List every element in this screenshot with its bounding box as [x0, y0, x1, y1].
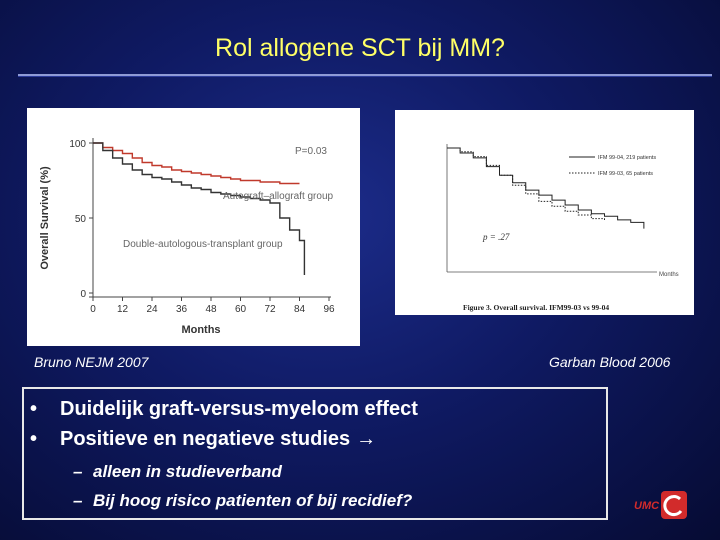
survival-curve-ifm-99-03 — [447, 147, 605, 222]
y-tick-label: 100 — [69, 139, 86, 150]
sub-bullet-item: – Bij hoog risico patienten of bij recidi… — [73, 488, 412, 517]
bullet-dot: • — [30, 428, 38, 450]
slide-title: Rol allogene SCT bij MM? — [215, 34, 505, 62]
x-tick-label: 60 — [235, 304, 247, 315]
series-label: Autograft–allograft group — [223, 191, 334, 202]
x-tick-label: 36 — [176, 304, 188, 315]
survival-curve-double-autologous — [93, 142, 306, 275]
citation-left: Bruno NEJM 2007 — [34, 354, 149, 370]
sub-bullet-text: alleen in studieverband — [93, 462, 282, 481]
sub-bullet-text: Bij hoog risico patienten of bij recidie… — [93, 491, 413, 510]
series-label: Double-autologous-transplant group — [123, 239, 283, 250]
x-axis-label: Months — [181, 324, 220, 336]
bullet-list: • Duidelijk graft-versus-myeloom effect •… — [30, 396, 418, 456]
bullet-dot: • — [30, 398, 38, 420]
x-tick-label: 96 — [323, 304, 335, 315]
legend-label: IFM 99-04, 219 patients — [598, 155, 656, 161]
umc-logo-icon: UMC — [634, 491, 687, 519]
sub-bullet-item: – alleen in studieverband — [73, 459, 412, 488]
x-tick-label: 24 — [146, 304, 158, 315]
arrow-right-icon: → — [356, 428, 377, 450]
x-tick-label: 84 — [294, 304, 306, 315]
x-axis-label: Months — [659, 272, 679, 278]
bullet-text: Positieve en negatieve studies — [60, 428, 351, 450]
y-axis-label: Overall Survival (%) — [39, 166, 51, 270]
survival-figure-left: 0 50 100 0 12 24 36 48 60 72 84 96 Months Overall Sur… — [27, 108, 360, 346]
legend-label: IFM 99-03, 65 patients — [598, 171, 653, 177]
bullet-text: Duidelijk graft-versus-myeloom effect — [60, 398, 418, 420]
survival-curve-autograft-allograft — [93, 142, 300, 185]
figure-caption: Figure 3. Overall survival. IFM99-03 vs … — [463, 303, 609, 312]
title-divider — [18, 74, 712, 76]
x-tick-label: 48 — [205, 304, 217, 315]
x-tick-label: 72 — [264, 304, 276, 315]
bullet-item: • Positieve en negatieve studies → — [30, 426, 418, 456]
y-tick-label: 0 — [80, 289, 86, 300]
p-value-annotation: P=0.03 — [295, 146, 327, 157]
survival-chart-left: 0 50 100 0 12 24 36 48 60 72 84 96 Months Overall Sur… — [39, 138, 335, 336]
survival-chart-right: Months IFM 99-04, 219 patients IFM 99-03, … — [446, 144, 679, 312]
bullet-box — [22, 387, 608, 520]
y-tick-label: 50 — [75, 214, 87, 225]
logo-text: UMC — [634, 500, 660, 512]
x-tick-label: 12 — [117, 304, 129, 315]
bullet-item: • Duidelijk graft-versus-myeloom effect — [30, 396, 418, 426]
sub-bullet-list: – alleen in studieverband – Bij hoog risic… — [73, 459, 412, 517]
survival-figure-right: Months IFM 99-04, 219 patients IFM 99-03, … — [395, 110, 694, 315]
sub-bullet-dash: – — [73, 462, 83, 481]
citation-right: Garban Blood 2006 — [549, 354, 671, 370]
x-tick-label: 0 — [90, 304, 96, 315]
sub-bullet-dash: – — [73, 491, 83, 510]
p-value-annotation: p = .27 — [482, 232, 510, 242]
